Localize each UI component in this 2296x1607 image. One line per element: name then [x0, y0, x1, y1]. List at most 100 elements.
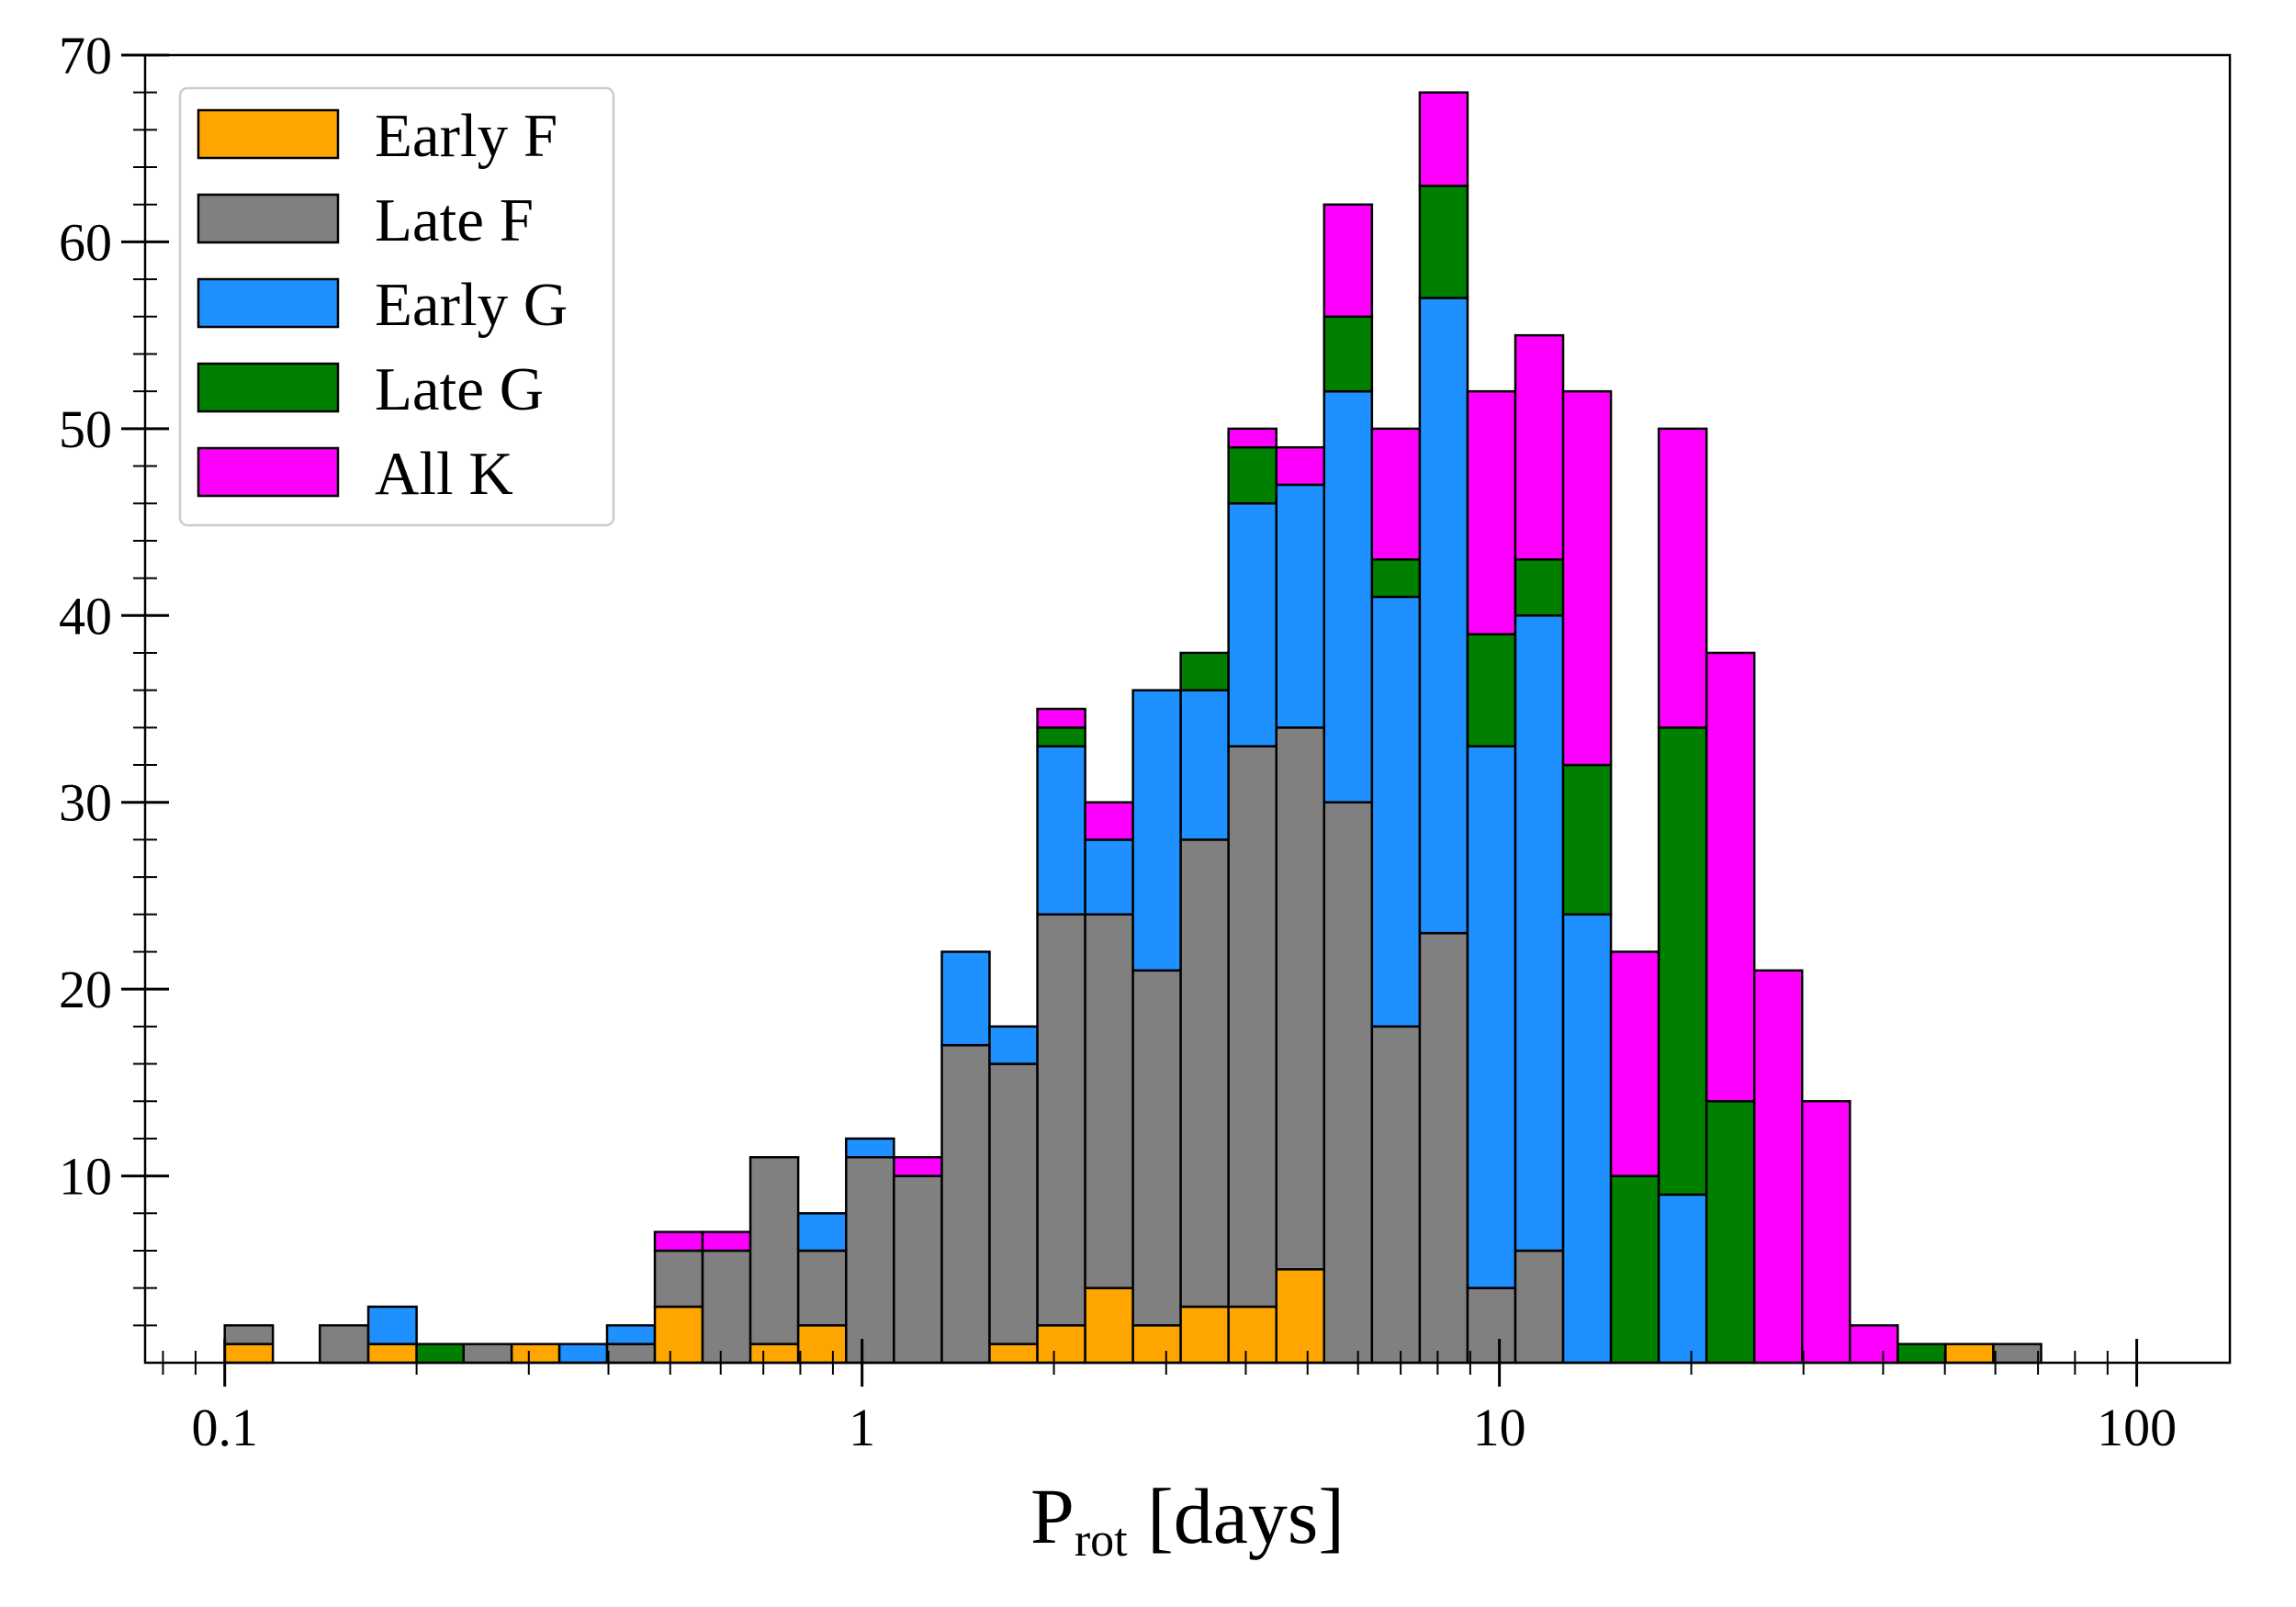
bar-all-k-bin-31	[1705, 651, 1756, 1103]
x-tick-label: 1	[849, 1398, 875, 1457]
legend-swatch-early-f	[197, 108, 340, 160]
bar-early-f-bin-11	[748, 1343, 800, 1365]
bar-early-g-bin-25	[1418, 297, 1469, 935]
y-tick-label: 10	[59, 1147, 112, 1207]
bar-late-g-bin-30	[1657, 726, 1708, 1197]
bar-late-g-bin-29	[1609, 1174, 1660, 1365]
bar-all-k-bin-21	[1227, 427, 1278, 449]
y-tick-label: 70	[59, 26, 112, 85]
bar-all-k-bin-32	[1752, 969, 1804, 1365]
bar-late-g-bin-27	[1514, 558, 1565, 617]
bar-early-f-bin-36	[1944, 1343, 1995, 1365]
bar-late-f-bin-13	[845, 1155, 895, 1365]
bar-early-g-bin-15	[940, 950, 991, 1047]
legend-label: Late G	[375, 355, 544, 423]
y-tick-label: 30	[59, 773, 112, 833]
bar-early-g-bin-16	[988, 1025, 1039, 1065]
bar-early-g-bin-30	[1657, 1193, 1708, 1365]
bar-early-g-bin-12	[796, 1212, 848, 1253]
axis-ticks: 10 20 30 40 50 60 70 0.1 1 10 100	[59, 26, 2177, 1457]
x-tick-label: 0.1	[191, 1398, 258, 1457]
bar-all-k-bin-30	[1657, 427, 1708, 729]
bar-early-g-bin-28	[1561, 913, 1613, 1365]
bar-all-k-bin-26	[1466, 389, 1517, 635]
y-tick-label: 20	[59, 960, 112, 1019]
bar-late-f-bin-21	[1227, 745, 1278, 1309]
bar-early-g-bin-7	[557, 1343, 609, 1365]
bar-early-g-bin-26	[1466, 745, 1517, 1289]
bar-early-f-bin-3	[366, 1343, 418, 1365]
bar-early-g-bin-8	[605, 1324, 657, 1345]
bar-early-f-bin-17	[1036, 1324, 1086, 1365]
bar-late-g-bin-20	[1179, 651, 1230, 691]
bar-late-f-bin-14	[893, 1174, 943, 1365]
bar-all-k-bin-34	[1849, 1324, 1899, 1365]
bar-early-g-bin-24	[1370, 595, 1422, 1028]
bar-all-k-bin-10	[701, 1231, 752, 1253]
bar-early-f-bin-21	[1227, 1305, 1278, 1365]
bar-late-g-bin-21	[1227, 445, 1278, 505]
y-tick-label: 40	[59, 586, 112, 646]
bar-late-f-bin-9	[653, 1249, 704, 1309]
bar-late-f-bin-27	[1514, 1249, 1565, 1365]
bar-all-k-bin-24	[1370, 427, 1422, 561]
bar-all-k-bin-9	[653, 1231, 704, 1253]
bar-all-k-bin-18	[1084, 801, 1134, 841]
bar-all-k-bin-25	[1418, 91, 1469, 187]
bar-late-g-bin-4	[415, 1343, 466, 1365]
bar-early-f-bin-12	[796, 1324, 848, 1365]
x-axis-label: Prot [days]	[1030, 1472, 1345, 1567]
bar-late-g-bin-35	[1896, 1343, 1947, 1365]
bar-late-f-bin-25	[1418, 931, 1469, 1365]
bar-early-f-bin-18	[1084, 1287, 1134, 1365]
legend-swatch-late-f	[197, 193, 340, 244]
bar-all-k-bin-14	[893, 1155, 943, 1177]
legend-label: All K	[375, 440, 513, 508]
bar-late-f-bin-8	[605, 1343, 657, 1365]
y-tick-label: 60	[59, 212, 112, 272]
bar-early-f-bin-16	[988, 1343, 1039, 1365]
bar-late-f-bin-0	[223, 1324, 275, 1345]
bar-early-g-bin-19	[1131, 689, 1182, 972]
x-tick-label: 10	[1473, 1398, 1526, 1457]
bar-late-f-bin-24	[1370, 1025, 1422, 1365]
x-tick-label: 100	[2097, 1398, 2177, 1457]
bar-early-g-bin-20	[1179, 689, 1230, 841]
bar-late-g-bin-26	[1466, 633, 1517, 747]
bar-all-k-bin-22	[1275, 445, 1326, 487]
bar-all-k-bin-33	[1801, 1099, 1851, 1365]
legend-swatch-early-g	[197, 277, 340, 329]
bar-early-f-bin-0	[223, 1343, 275, 1365]
bar-all-k-bin-28	[1561, 389, 1613, 767]
bar-late-g-bin-17	[1036, 726, 1086, 747]
bar-late-f-bin-11	[748, 1155, 800, 1345]
bar-late-f-bin-16	[988, 1062, 1039, 1345]
bar-early-f-bin-19	[1131, 1324, 1182, 1365]
bar-late-f-bin-20	[1179, 838, 1230, 1309]
bar-late-f-bin-22	[1275, 726, 1326, 1271]
bar-late-f-bin-19	[1131, 969, 1182, 1327]
y-tick-label: 50	[59, 399, 112, 459]
bar-all-k-bin-29	[1609, 950, 1660, 1177]
bar-early-g-bin-22	[1275, 483, 1326, 729]
bar-early-g-bin-3	[366, 1305, 418, 1345]
bar-late-f-bin-12	[796, 1249, 848, 1327]
bar-late-f-bin-18	[1084, 913, 1134, 1289]
bar-early-f-bin-6	[510, 1343, 561, 1365]
bar-late-f-bin-26	[1466, 1287, 1517, 1365]
bar-late-f-bin-17	[1036, 913, 1086, 1327]
bar-late-f-bin-2	[319, 1324, 370, 1365]
legend-label: Early G	[375, 271, 568, 339]
bar-late-g-bin-24	[1370, 558, 1422, 599]
bar-early-g-bin-13	[845, 1137, 895, 1159]
x-axis-label-subscript: rot	[1075, 1514, 1128, 1567]
bar-early-f-bin-9	[653, 1305, 704, 1365]
plot-frame	[143, 53, 2232, 1365]
bar-late-f-bin-37	[1992, 1343, 2043, 1365]
bar-late-f-bin-23	[1322, 801, 1374, 1365]
bar-all-k-bin-27	[1514, 333, 1565, 561]
bar-early-g-bin-23	[1322, 389, 1374, 804]
bar-early-g-bin-18	[1084, 838, 1134, 916]
bar-early-f-bin-20	[1179, 1305, 1230, 1365]
